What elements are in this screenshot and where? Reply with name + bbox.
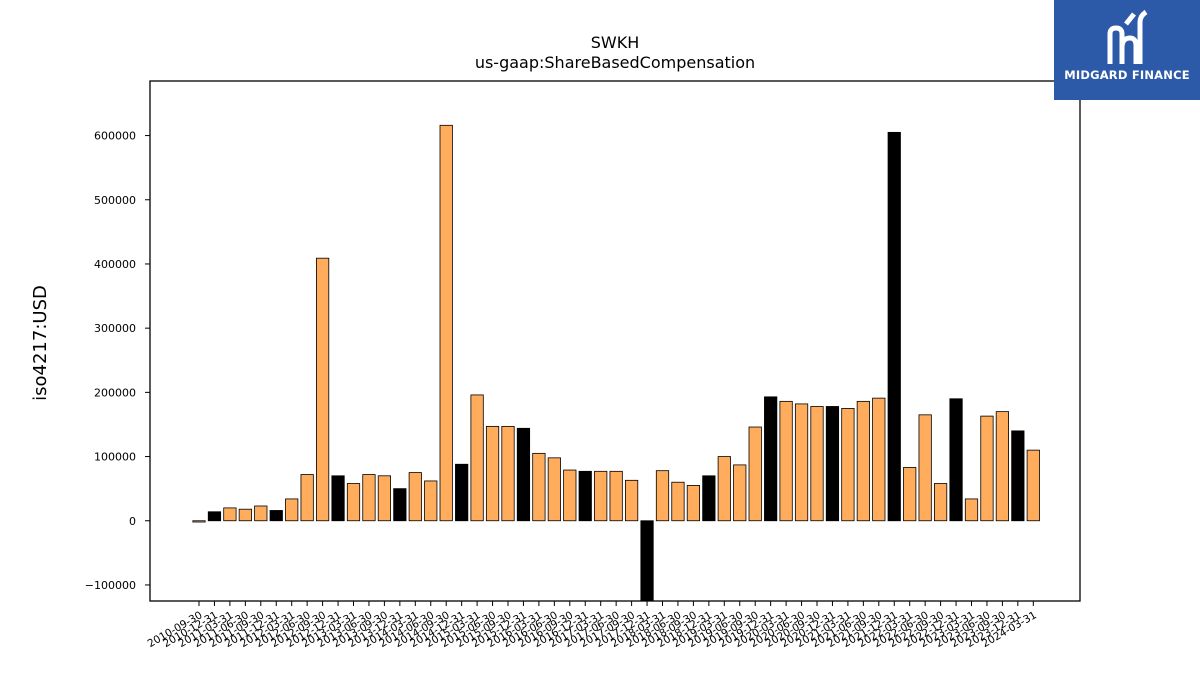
bar-2016-03-31 — [532, 452, 546, 522]
x-axis: 2010-09-302010-12-312011-03-312011-06-30… — [146, 601, 1039, 650]
bar-2014-06-30 — [424, 480, 438, 522]
bar-2010-09-30 — [192, 520, 206, 523]
bar-2022-09-30 — [934, 483, 948, 522]
bar-2018-06-30 — [671, 481, 685, 522]
bar-2017-12-31 — [640, 520, 654, 602]
bar-2018-03-31 — [655, 470, 670, 522]
bar-2023-03-31 — [964, 498, 979, 522]
plot-frame — [149, 80, 1081, 602]
bar-2012-09-30 — [315, 257, 330, 522]
bar-2012-03-31 — [285, 498, 299, 522]
bar-2013-06-30 — [362, 474, 376, 522]
y-tick-label: 0 — [129, 515, 136, 528]
y-tick-label: 600000 — [94, 130, 136, 143]
bar-2022-03-31 — [903, 467, 917, 522]
bar-2021-03-31 — [841, 408, 855, 522]
bar-2019-03-31 — [717, 456, 731, 522]
bar-2021-12-31 — [887, 131, 901, 522]
bar-2018-12-31 — [702, 475, 716, 522]
bar-2019-06-30 — [733, 464, 747, 522]
bar-2011-03-31 — [223, 507, 237, 522]
bar-2017-03-31 — [594, 470, 608, 522]
bar-2015-03-31 — [470, 394, 484, 522]
midgard-finance-logo: MIDGARD FINANCE — [1054, 0, 1200, 100]
bar-2011-09-30 — [254, 505, 268, 522]
y-tick-label: 100000 — [94, 451, 136, 464]
bar-2015-12-31 — [516, 427, 531, 522]
bar-2022-06-30 — [918, 414, 932, 522]
bar-2014-09-30 — [439, 124, 453, 522]
bar-2016-12-31 — [578, 470, 592, 522]
bar-2011-06-30 — [238, 508, 252, 522]
bar-2013-09-30 — [377, 475, 392, 522]
chart-title: SWKH — [591, 33, 640, 52]
bars — [192, 124, 1040, 602]
bar-2021-09-30 — [872, 397, 886, 522]
y-axis: −100000 0 100000 200000 300000 400000 500000 60… — [85, 130, 150, 592]
y-tick-label: 500000 — [94, 194, 136, 207]
bar-2019-09-30 — [748, 426, 762, 522]
chart-subtitle: us-gaap:ShareBasedCompensation — [475, 53, 755, 72]
bar-2020-12-31 — [825, 406, 840, 522]
y-tick-label: 200000 — [94, 386, 136, 399]
bar-2020-09-30 — [810, 406, 824, 522]
logo-mark-icon — [1107, 9, 1148, 64]
bar-2013-03-31 — [346, 483, 361, 522]
bar-2010-12-31 — [207, 511, 222, 522]
y-tick-label: −100000 — [85, 579, 136, 592]
bar-2013-12-31 — [393, 488, 407, 522]
bar-2012-06-30 — [300, 474, 314, 522]
bar-2020-03-31 — [779, 400, 793, 522]
bar-2023-12-31 — [1011, 430, 1025, 522]
y-axis-label: iso4217:USD — [30, 285, 51, 401]
bar-2021-06-30 — [856, 400, 870, 522]
bar-2014-12-31 — [455, 463, 469, 522]
bar-2022-12-31 — [949, 398, 963, 522]
bar-2020-06-30 — [794, 403, 809, 522]
bar-2015-06-30 — [485, 425, 500, 522]
y-tick-label: 300000 — [94, 322, 136, 335]
bar-2016-06-30 — [547, 457, 561, 522]
y-tick-label: 400000 — [94, 258, 136, 271]
bar-2019-12-31 — [764, 396, 778, 522]
logo-text: MIDGARD FINANCE — [1064, 68, 1190, 82]
bar-2014-03-31 — [408, 472, 422, 522]
bar-2015-09-30 — [501, 425, 515, 522]
bar-2017-09-30 — [625, 479, 639, 522]
bar-2023-06-30 — [980, 415, 994, 522]
bar-2016-09-30 — [563, 469, 577, 522]
bar-2018-09-30 — [686, 485, 701, 522]
bar-2011-12-31 — [269, 510, 283, 522]
bar-2023-09-30 — [995, 411, 1010, 522]
bar-2012-12-31 — [331, 475, 345, 522]
bar-2017-06-30 — [609, 470, 623, 522]
bar-2024-03-31 — [1026, 449, 1040, 522]
